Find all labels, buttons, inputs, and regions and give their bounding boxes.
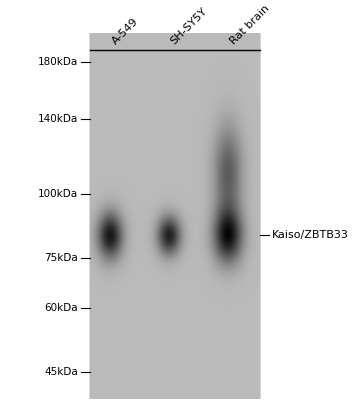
- Text: 60kDa: 60kDa: [44, 303, 78, 313]
- Text: 180kDa: 180kDa: [38, 57, 78, 67]
- Bar: [90, 33, 260, 399]
- Text: 100kDa: 100kDa: [38, 189, 78, 199]
- Text: A-549: A-549: [110, 16, 140, 47]
- Text: SH-SY5Y: SH-SY5Y: [169, 6, 209, 47]
- Text: Rat brain: Rat brain: [228, 4, 271, 47]
- Text: 75kDa: 75kDa: [44, 253, 78, 263]
- Text: Kaiso/ZBTB33: Kaiso/ZBTB33: [272, 230, 349, 240]
- Text: 140kDa: 140kDa: [38, 114, 78, 124]
- Text: 45kDa: 45kDa: [44, 367, 78, 377]
